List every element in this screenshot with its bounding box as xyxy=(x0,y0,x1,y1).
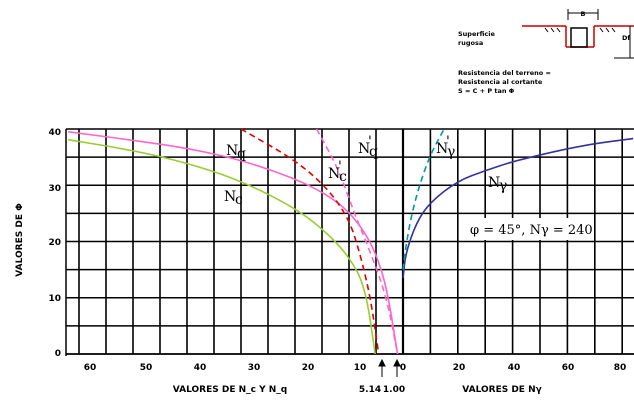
footing-diagram: B Df xyxy=(522,9,634,59)
x-tick-label: 50 xyxy=(140,363,153,373)
x-tick-label: 10 xyxy=(354,363,367,373)
svg-text:N: N xyxy=(224,189,236,205)
x-axis-label-right: VALORES DE Nγ xyxy=(462,385,542,395)
svg-text:N: N xyxy=(358,141,370,157)
series-line-nc-solid xyxy=(68,138,376,355)
svg-text:γ: γ xyxy=(499,178,507,194)
svg-text:N: N xyxy=(226,143,238,159)
svg-text:B: B xyxy=(581,10,586,18)
x-tick-label: 20 xyxy=(302,363,315,373)
svg-text:Resistencia al cortante: Resistencia al cortante xyxy=(458,78,543,86)
marker-arrows xyxy=(378,358,401,377)
x-axis-label-left: VALORES DE N_c Y N_q xyxy=(173,385,287,395)
curve-label-nc-dashed: N c ' xyxy=(328,159,347,185)
chart-axes xyxy=(65,129,634,356)
x-tick-label: 40 xyxy=(194,363,207,373)
annotation-box xyxy=(466,218,592,240)
marker-label-nq: 1.00 xyxy=(383,385,405,395)
svg-text:S = C + P tan Φ: S = C + P tan Φ xyxy=(458,87,515,95)
svg-text:c: c xyxy=(235,192,243,208)
series-line-n-dashed xyxy=(402,128,445,270)
svg-text:': ' xyxy=(368,134,372,150)
x-tick-label: 0 xyxy=(400,363,406,373)
x-tick-label: 60 xyxy=(562,363,575,373)
y-tick-label: 30 xyxy=(48,184,61,194)
y-tick-label: 40 xyxy=(48,128,61,138)
svg-text:': ' xyxy=(446,134,450,150)
y-tick-label: 0 xyxy=(55,349,61,359)
svg-text:': ' xyxy=(338,159,342,175)
curve-label-nc-solid: N c xyxy=(224,189,243,208)
chart-curves xyxy=(68,128,634,355)
legend-text: Superficie rugosa Resistencia del terren… xyxy=(458,30,551,95)
svg-text:Resistencia del terreno =: Resistencia del terreno = xyxy=(458,69,551,77)
svg-text:rugosa: rugosa xyxy=(458,39,483,47)
series-line-nq-dashed xyxy=(240,128,380,355)
svg-text:γ: γ xyxy=(447,144,455,160)
svg-text:q: q xyxy=(369,144,378,160)
curve-label-nq-dashed: N q ' xyxy=(358,134,378,160)
y-axis-label: VALORES DE Φ xyxy=(15,203,25,277)
series-line-nc-dashed xyxy=(315,128,399,355)
x-tick-label: 60 xyxy=(84,363,97,373)
annotation-text: φ = 45°, Nγ = 240 xyxy=(470,223,593,238)
series-line-n-solid xyxy=(402,137,634,279)
svg-text:Df: Df xyxy=(622,34,630,42)
y-tick-label: 10 xyxy=(48,294,61,304)
marker-label-nc: 5.14 xyxy=(359,385,381,395)
svg-text:N: N xyxy=(436,141,448,157)
x-tick-label: 40 xyxy=(508,363,521,373)
y-tick-label: 20 xyxy=(48,238,61,248)
series-line-nq-solid xyxy=(68,131,399,355)
x-tick-label: 20 xyxy=(453,363,466,373)
svg-text:q: q xyxy=(237,146,246,162)
svg-text:c: c xyxy=(339,169,347,185)
svg-text:N: N xyxy=(328,166,340,182)
x-tick-label: 30 xyxy=(248,363,261,373)
svg-text:N: N xyxy=(488,175,500,191)
chart-grid xyxy=(66,128,634,355)
curve-label-nq-solid: N q xyxy=(226,143,246,162)
x-tick-label: 80 xyxy=(614,363,627,373)
curve-label-ngamma-dashed: N γ ' xyxy=(436,134,455,160)
curve-label-ngamma-solid: N γ xyxy=(488,175,507,194)
svg-text:Superficie: Superficie xyxy=(458,30,495,38)
